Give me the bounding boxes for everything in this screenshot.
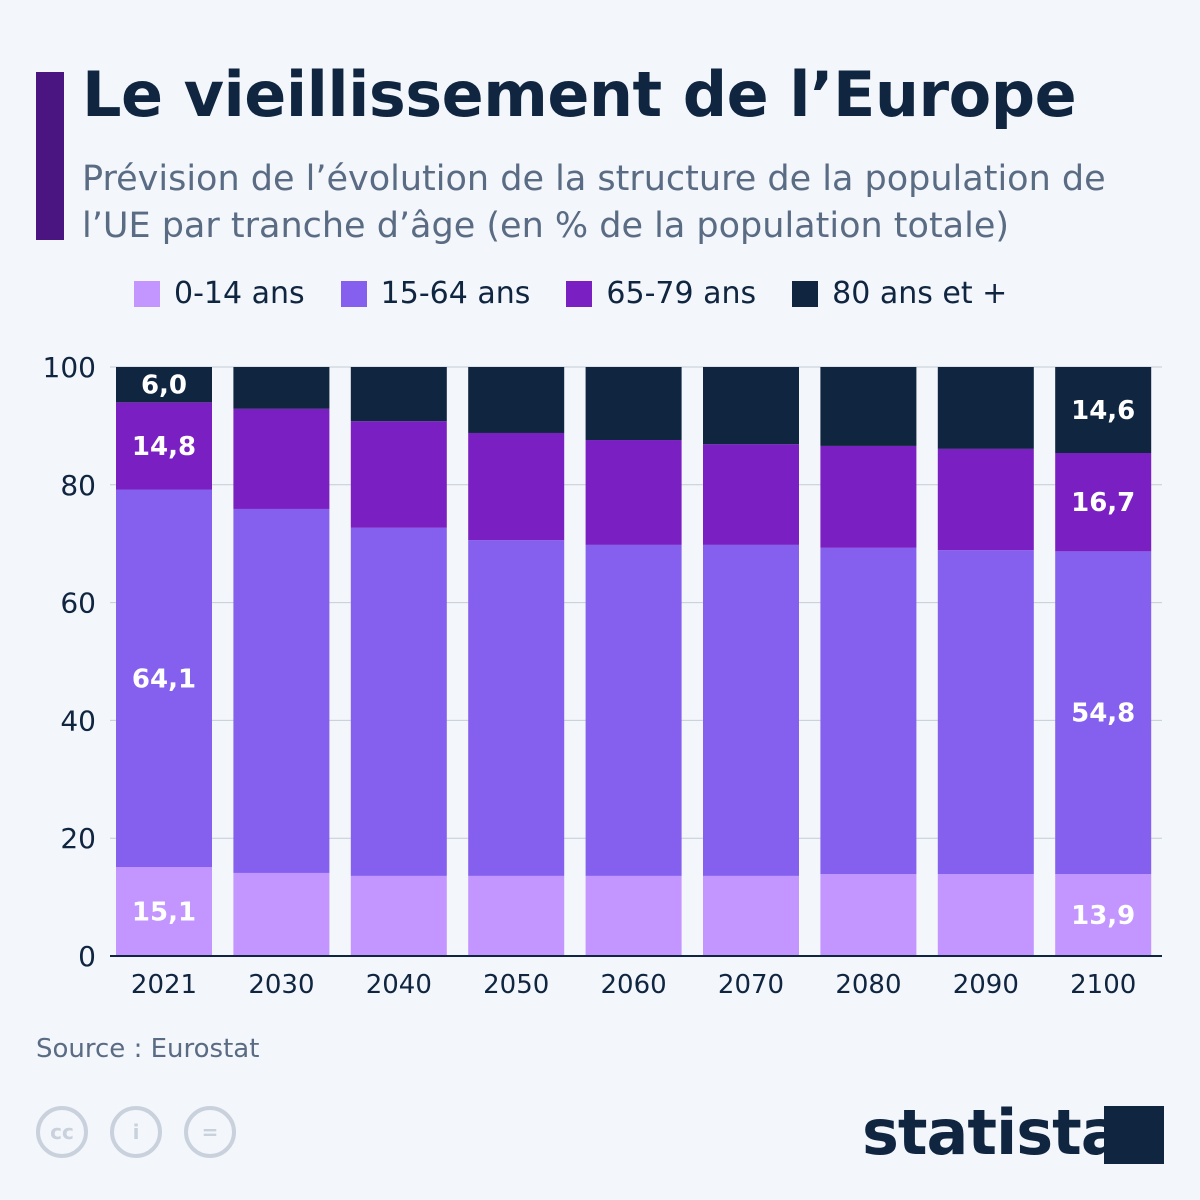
bar-segment <box>703 444 799 545</box>
bar-segment <box>350 527 447 876</box>
x-tick-label: 2050 <box>483 970 549 1000</box>
bar-segment <box>468 875 565 956</box>
bar-segment <box>585 875 682 956</box>
license-icons: cc i = <box>36 1106 236 1158</box>
legend-swatch <box>566 280 593 307</box>
legend-label: 15-64 ans <box>380 276 531 311</box>
no-derivatives-icon: = <box>184 1106 236 1158</box>
bar-segment <box>703 875 799 956</box>
cc-icon: cc <box>36 1106 88 1158</box>
data-label: 16,7 <box>1071 488 1135 518</box>
bar-segment <box>468 432 565 541</box>
bar-segment <box>585 440 682 545</box>
y-tick-label: 60 <box>60 587 96 620</box>
x-tick-label: 2060 <box>601 970 667 1000</box>
legend-item: 15-64 ans <box>340 276 531 311</box>
x-tick-label: 2021 <box>131 970 197 1000</box>
bar-segment <box>1055 874 1152 956</box>
bar-segment <box>585 367 682 441</box>
data-label: 14,8 <box>132 432 196 462</box>
bar-segment <box>820 367 917 446</box>
x-tick-label: 2030 <box>248 970 314 1000</box>
bar-segment <box>1055 551 1152 875</box>
bar-segment <box>937 448 1034 551</box>
bar-segment <box>116 867 212 956</box>
bar-segment <box>1055 452 1152 552</box>
legend-swatch <box>792 280 819 307</box>
bar-segment <box>1055 367 1152 453</box>
bar-segment <box>468 540 565 876</box>
statista-logo-icon <box>1104 1106 1164 1164</box>
legend-swatch <box>340 280 367 307</box>
data-label: 64,1 <box>132 664 196 694</box>
x-tick-label: 2040 <box>366 970 432 1000</box>
bar-segment <box>350 421 447 528</box>
attribution-icon: i <box>110 1106 162 1158</box>
y-tick-label: 40 <box>60 704 96 737</box>
x-tick-label: 2080 <box>835 970 901 1000</box>
x-tick-label: 2070 <box>718 970 784 1000</box>
x-tick-label: 2100 <box>1070 970 1136 1000</box>
legend-item: 0-14 ans <box>134 276 305 311</box>
bar-segment <box>937 550 1034 875</box>
bar-segment <box>233 367 330 409</box>
y-tick-label: 20 <box>60 822 96 855</box>
data-label: 54,8 <box>1071 699 1135 729</box>
legend: 0-14 ans 15-64 ans 65-79 ans 80 ans et + <box>134 276 1007 311</box>
legend-item: 80 ans et + <box>792 276 1007 311</box>
bar-segment <box>820 445 917 548</box>
x-tick-label: 2090 <box>953 970 1019 1000</box>
bar-segment <box>937 874 1034 956</box>
legend-label: 80 ans et + <box>832 276 1008 311</box>
data-label: 13,9 <box>1071 901 1135 931</box>
bar-segment <box>116 402 212 490</box>
bar-segment <box>703 367 799 445</box>
chart-title: Le vieillissement de l’Europe <box>82 58 1077 131</box>
y-tick-label: 100 <box>43 351 96 384</box>
chart-subtitle: Prévision de l’évolution de la structure… <box>82 159 1106 246</box>
statista-logo: statista <box>862 1096 1123 1169</box>
source-note: Source : Eurostat <box>36 1034 260 1064</box>
bar-segment <box>233 408 330 509</box>
bar-segment <box>937 367 1034 449</box>
data-label: 15,1 <box>132 898 196 928</box>
data-label: 14,6 <box>1071 396 1135 426</box>
data-label: 6,0 <box>141 371 187 401</box>
y-tick-label: 0 <box>78 940 96 973</box>
bar-segment <box>116 367 212 403</box>
title-accent-bar <box>36 72 64 240</box>
bar-segment <box>468 367 565 433</box>
bar-segment <box>585 544 682 876</box>
bar-segment <box>350 875 447 956</box>
legend-item: 65-79 ans <box>566 276 756 311</box>
bar-segment <box>350 367 447 422</box>
bar-segment <box>116 489 212 868</box>
bar-segment <box>233 872 330 956</box>
bar-segment <box>233 508 330 873</box>
bar-segment <box>703 544 799 876</box>
legend-swatch <box>134 280 160 307</box>
legend-label: 65-79 ans <box>606 276 757 311</box>
y-tick-label: 80 <box>60 469 96 502</box>
bar-segment <box>820 547 917 875</box>
bar-segment <box>820 874 917 956</box>
legend-label: 0-14 ans <box>174 276 305 311</box>
